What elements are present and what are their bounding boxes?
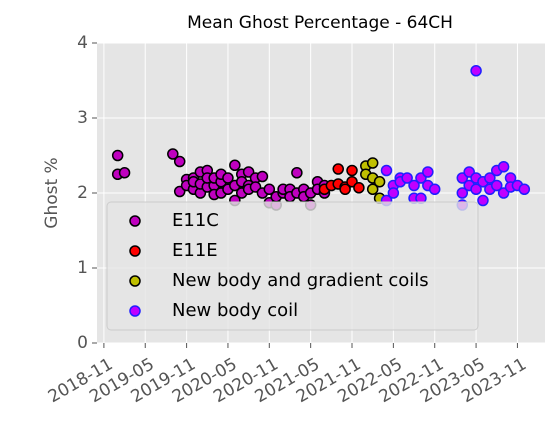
legend-label: New body coil [172,300,298,321]
scatter-point [366,157,379,169]
scatter-point [470,65,482,77]
scatter-point [408,179,420,192]
scatter-point [484,172,496,184]
scatter-point [428,183,441,195]
scatter-point [422,166,434,178]
scatter-point [346,164,358,177]
scatter-point [456,187,469,199]
legend-marker [129,275,141,287]
legend-marker [129,215,141,227]
legend-label: E11E [172,240,218,261]
scatter-point [401,172,413,184]
y-axis-label: Ghost % [42,157,62,228]
legend-marker [129,305,141,317]
scatter-point [291,167,303,179]
y-tick-label: 3 [77,108,88,128]
scatter-point [118,167,131,179]
scatter-point [477,194,489,207]
scatter-point [222,172,234,184]
scatter-point [470,183,482,195]
legend-label: New body and gradient coils [172,270,429,291]
scatter-point [497,161,510,173]
y-tick-label: 1 [77,258,88,278]
y-tick-label: 2 [77,183,88,203]
scatter-point [373,176,386,188]
legend-label: E11C [172,210,219,231]
scatter-point [387,187,400,199]
scatter-point [380,164,393,177]
legend-box [106,201,479,331]
chart-title: Mean Ghost Percentage - 64CH [187,13,453,33]
scatter-point [111,149,124,162]
scatter-point [353,182,365,194]
legend-marker [129,245,141,257]
scatter-point [518,183,531,195]
scatter-point [167,148,179,160]
scatter-point [229,159,241,171]
scatter-point [339,183,351,195]
scatter-point [263,183,276,195]
y-tick-label: 4 [77,33,88,53]
y-tick-label: 0 [77,333,88,353]
scatter-point [256,170,269,183]
scatter-point [173,155,186,168]
scatter-point [491,179,503,192]
scatter-point [332,163,344,175]
scatter-point [366,183,379,195]
